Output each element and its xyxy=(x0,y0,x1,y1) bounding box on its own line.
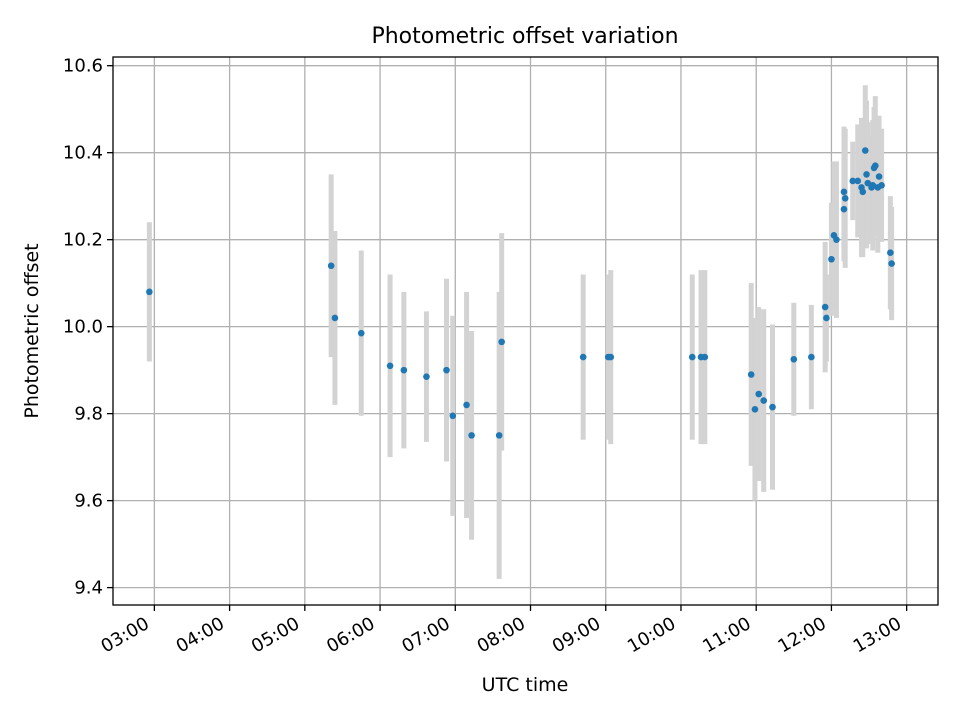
data-points xyxy=(146,147,895,439)
data-point xyxy=(833,236,840,243)
data-point xyxy=(386,362,394,370)
y-tick-label: 10.4 xyxy=(63,143,103,164)
y-axis-label: Photometric offset xyxy=(21,243,43,418)
data-point xyxy=(607,353,615,361)
data-point xyxy=(579,353,587,361)
data-point xyxy=(849,177,857,185)
y-tick-label: 10.0 xyxy=(63,317,103,338)
data-point xyxy=(854,177,862,185)
data-point xyxy=(878,182,885,189)
data-point xyxy=(828,255,835,263)
x-axis-label: UTC time xyxy=(482,674,569,696)
data-point xyxy=(888,260,895,267)
data-point xyxy=(840,188,848,196)
y-tick-label: 9.8 xyxy=(74,404,103,425)
y-tick-label: 10.6 xyxy=(63,56,103,77)
y-tick-label: 9.4 xyxy=(74,578,103,599)
data-point xyxy=(875,173,883,180)
data-point xyxy=(755,390,763,398)
y-tick-label: 10.2 xyxy=(63,230,103,251)
data-point xyxy=(498,338,505,346)
data-point xyxy=(747,371,755,378)
data-point xyxy=(769,403,776,411)
data-point xyxy=(495,432,503,439)
data-point xyxy=(449,412,457,420)
plot-frame xyxy=(112,56,939,606)
data-point xyxy=(808,353,815,361)
data-point xyxy=(859,188,867,196)
data-point xyxy=(887,249,894,257)
data-point xyxy=(443,366,450,374)
data-point xyxy=(400,366,408,374)
data-point xyxy=(331,314,339,322)
data-point xyxy=(821,303,829,311)
data-point xyxy=(327,262,335,270)
data-point xyxy=(463,401,470,409)
data-point xyxy=(357,329,365,337)
y-axis-ticks: 9.4 9.6 9.8 10.0 10.2 10.4 10.6 xyxy=(63,56,113,599)
data-point xyxy=(701,353,709,361)
data-point xyxy=(823,314,830,322)
data-point xyxy=(790,355,798,363)
data-point xyxy=(751,405,759,413)
grid xyxy=(113,57,938,605)
data-point xyxy=(869,182,877,189)
data-point xyxy=(146,288,153,296)
data-point xyxy=(841,195,849,202)
data-point xyxy=(840,205,848,213)
data-point xyxy=(861,147,869,154)
data-point xyxy=(760,397,768,404)
data-point xyxy=(864,179,872,187)
data-point xyxy=(872,162,879,170)
chart-title: Photometric offset variation xyxy=(371,24,678,49)
y-tick-label: 9.6 xyxy=(74,491,103,512)
data-point xyxy=(688,353,696,361)
data-point xyxy=(468,432,475,439)
data-point xyxy=(423,373,430,380)
data-point xyxy=(863,171,870,178)
